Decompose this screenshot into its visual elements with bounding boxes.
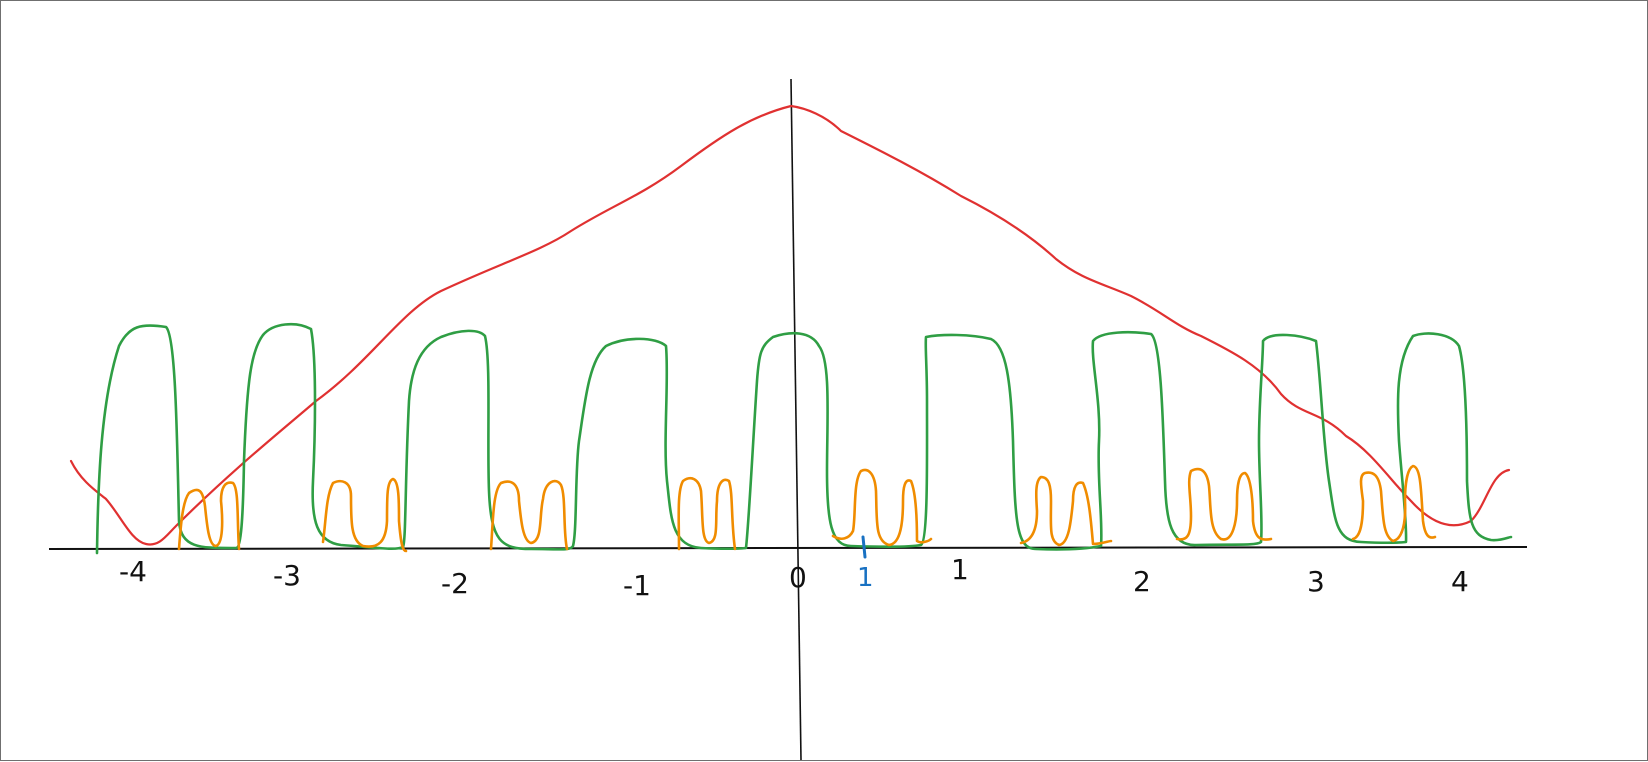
blue-marker-label: 1 — [857, 563, 874, 593]
x-tick-label: 3 — [1307, 565, 1325, 598]
x-tick-label: 1 — [951, 553, 969, 586]
orange-wiggle — [831, 468, 933, 547]
x-tick-label: -1 — [623, 569, 651, 602]
y-axis — [790, 78, 802, 761]
red-peak-curve — [69, 104, 1511, 546]
x-tick-label: 0 — [789, 561, 807, 594]
x-tick-label: 4 — [1451, 565, 1469, 598]
x-tick-label: -3 — [273, 559, 301, 592]
x-tick-label: 2 — [1133, 565, 1151, 598]
x-tick-label: -4 — [119, 555, 147, 588]
orange-wiggle — [1019, 475, 1113, 547]
blue-marker-tick — [861, 535, 867, 559]
orange-wiggle — [177, 481, 241, 551]
orange-wiggle — [677, 477, 737, 551]
x-axis — [48, 546, 1528, 550]
orange-wiggle-group — [177, 464, 1437, 553]
x-tick-label: -2 — [441, 567, 469, 600]
green-wave — [95, 322, 1513, 555]
orange-wiggle — [1175, 467, 1273, 541]
orange-wiggle — [321, 477, 408, 553]
orange-wiggle — [489, 479, 569, 551]
orange-wiggle — [1351, 464, 1437, 543]
